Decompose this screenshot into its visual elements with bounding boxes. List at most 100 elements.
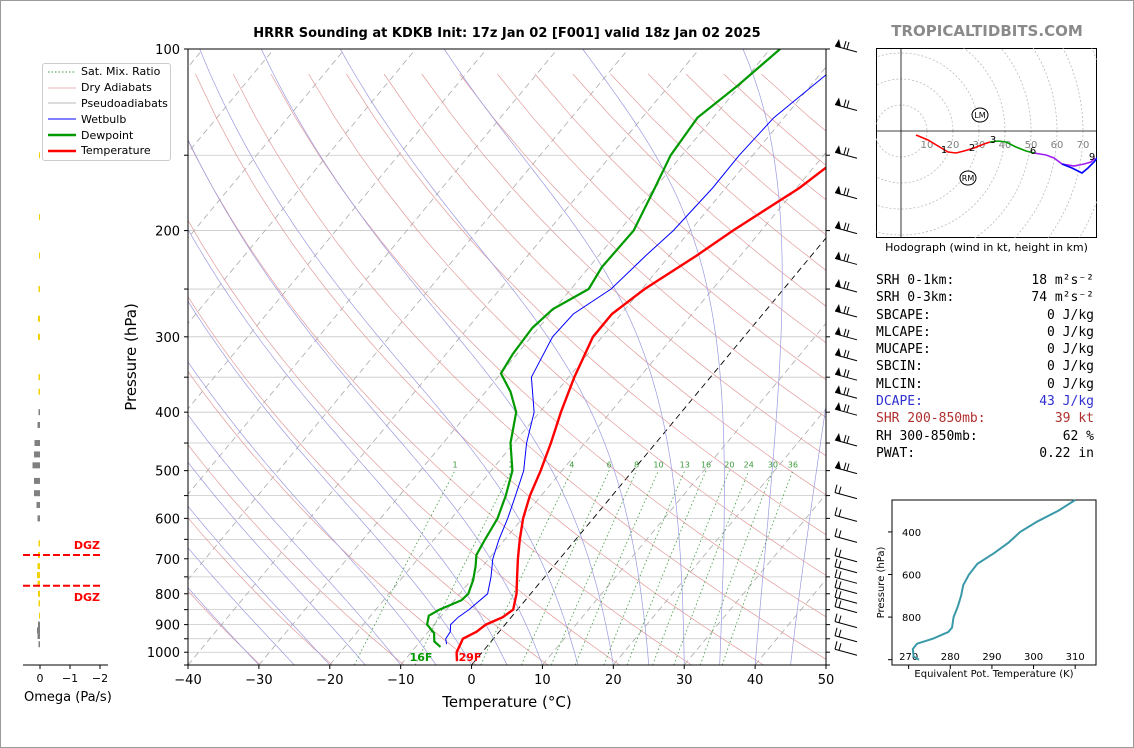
pseudoadiabat	[742, 49, 783, 665]
dgz-label: DGZ	[74, 539, 100, 552]
omega-bar	[34, 440, 40, 447]
param-row: SBCAPE: 0 J/kg	[876, 307, 1106, 324]
x-tick-label: 40	[747, 673, 764, 688]
hodograph-ring-label: 50	[1025, 140, 1038, 151]
wind-barb-icon	[834, 97, 858, 111]
dry-adiabat	[459, 73, 826, 418]
mixing-ratio-line	[521, 470, 610, 665]
omega-bar	[38, 600, 40, 607]
pseudoadiabat	[188, 505, 331, 665]
surface-dewpoint-label: 16F	[410, 651, 433, 664]
theta-e-y-tick-label: 600	[902, 571, 921, 582]
wind-barb-icon	[834, 304, 858, 318]
dry-adiabat	[188, 517, 333, 665]
dry-adiabat	[188, 444, 405, 665]
mixing-ratio-label: 13	[680, 461, 690, 470]
param-row: SBCIN: 0 J/kg	[876, 358, 1106, 375]
dewpoint-line	[425, 49, 781, 648]
isotherm-line	[188, 49, 487, 410]
brand-watermark: TROPICALTIDBITS.COM	[891, 22, 1083, 40]
param-value: 18 m²s⁻²	[1031, 273, 1094, 288]
chart-title: HRRR Sounding at KDKB Init: 17z Jan 02 […	[253, 26, 761, 41]
omega-bar	[38, 621, 40, 628]
omega-bar	[34, 490, 40, 497]
param-label: SBCAPE:	[876, 307, 931, 323]
legend-item: Temperature	[43, 143, 170, 159]
isotherm-line	[683, 493, 826, 665]
omega-bar	[36, 501, 40, 508]
y-tick-label: 200	[155, 225, 180, 240]
hodograph-trace	[1033, 152, 1096, 167]
x-axis-label: Temperature (°C)	[441, 693, 571, 711]
legend-item: Pseudoadiabats	[43, 96, 170, 112]
x-tick-label: −30	[245, 673, 272, 688]
param-row: PWAT: 0.22 in	[876, 445, 1106, 462]
hodograph-trace	[1061, 157, 1097, 174]
mixing-ratio-line	[414, 470, 512, 665]
omega-bar	[38, 540, 40, 547]
hodograph-ring-label: 10	[921, 140, 934, 151]
dry-adiabat	[497, 73, 826, 381]
pseudoadiabat	[339, 49, 650, 665]
mixing-ratio-line	[480, 470, 573, 665]
param-value: 62 %	[1062, 428, 1094, 444]
omega-bar	[37, 633, 40, 640]
omega-bar	[37, 572, 40, 579]
theta-e-x-tick-label: 290	[982, 652, 1001, 663]
omega-bar	[39, 214, 40, 221]
hodograph-trace	[915, 134, 991, 154]
legend-swatch	[48, 118, 76, 120]
wind-barb-icon	[834, 145, 858, 159]
mixing-ratio-line	[626, 470, 707, 665]
theta-e-y-label: Pressure (hPa)	[876, 547, 887, 619]
param-value: 0 J/kg	[1047, 307, 1094, 323]
dry-adiabat	[232, 73, 826, 660]
wind-barb-icon	[834, 367, 858, 381]
legend: Sat. Mix. Ratio Dry Adiabats Pseudoadiabat…	[42, 63, 171, 161]
y-tick-label: 1000	[147, 646, 180, 661]
y-tick-label: 600	[155, 512, 180, 527]
dry-adiabat	[572, 73, 826, 307]
dry-adiabat	[188, 370, 477, 665]
param-row: RH 300-850mb: 62 %	[876, 428, 1106, 445]
hodograph-ring-label: 60	[1051, 140, 1064, 151]
isotherm-line	[329, 66, 826, 665]
pseudoadiabat	[582, 49, 725, 665]
param-value: 39 kt	[1054, 411, 1094, 427]
isotherm-line	[542, 322, 826, 665]
dry-adiabat	[534, 73, 826, 344]
theta-e-x-tick-label: 280	[941, 652, 960, 663]
omega-axis-label: Omega (Pa/s)	[24, 690, 112, 705]
hodograph-ring-label: 70	[1077, 140, 1090, 151]
x-tick-label: −40	[174, 673, 201, 688]
param-label: SRH 0-1km:	[876, 273, 955, 288]
wind-barb-icon	[834, 460, 858, 475]
omega-bar	[37, 563, 40, 570]
y-tick-label: 900	[155, 619, 180, 634]
dry-adiabat	[188, 139, 692, 665]
surface-temp-label: 29F	[459, 651, 482, 664]
x-tick-label: −10	[387, 673, 414, 688]
hodograph-height-label: 9	[1089, 152, 1095, 163]
y-tick-label: 700	[155, 553, 180, 568]
x-tick-label: 50	[818, 673, 835, 688]
hodograph-height-label: 2	[969, 143, 975, 154]
wind-barb-icon	[834, 528, 858, 543]
wind-barb-icon	[834, 279, 858, 293]
dry-adiabat	[308, 73, 826, 576]
pseudoadiabat	[188, 138, 543, 665]
dry-adiabat	[188, 296, 549, 665]
mixing-ratio-line	[673, 470, 750, 665]
pseudoadiabat	[188, 547, 295, 665]
y-tick-label: 800	[155, 588, 180, 603]
legend-label: Dry Adiabats	[81, 81, 152, 95]
theta-e-line	[911, 499, 1076, 661]
wind-barb-icon	[834, 589, 858, 604]
param-label: MLCIN:	[876, 376, 923, 392]
mixing-ratio-label: 1	[452, 461, 457, 470]
mixing-ratio-line	[721, 470, 794, 665]
legend-swatch	[48, 87, 76, 89]
param-label: PWAT:	[876, 445, 916, 461]
hodograph-trace	[989, 140, 1035, 154]
hodograph-ring-label: 20	[947, 140, 960, 151]
